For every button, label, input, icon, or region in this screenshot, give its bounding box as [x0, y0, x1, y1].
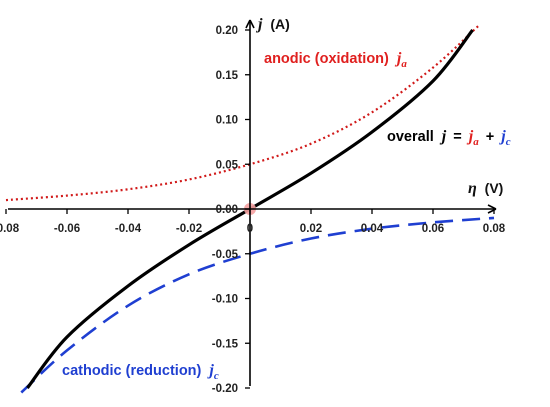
y-axis-arrow [245, 19, 255, 29]
y-axis-unit: (A) [270, 16, 289, 32]
y-tick-label: 0.15 [216, 70, 239, 82]
x-tick-label: 0.02 [300, 223, 322, 235]
tick-labels: -0.08 -0.06 -0.04 -0.02 0 0.02 0.04 0.06 0.08 0.2… [0, 25, 506, 395]
anodic-label: anodic (oxidation) [264, 51, 389, 67]
anodic-subscript: a [401, 58, 407, 70]
cathodic-curve [20, 216, 495, 394]
x-tick-label: 0.08 [483, 223, 506, 235]
x-tick-label: -0.02 [176, 223, 202, 235]
overall-annotation: overall j = ja + jc [387, 128, 511, 149]
x-axis-title: η (V) [468, 180, 503, 197]
x-tick-label: -0.08 [0, 223, 20, 235]
y-tick-label: 0.00 [216, 204, 238, 216]
overall-term-jc-symbol: j [498, 128, 506, 145]
x-axis-arrow [487, 204, 497, 214]
axes [5, 19, 497, 389]
x-tick-label: -0.06 [54, 223, 80, 235]
cathodic-symbol: j [206, 362, 214, 379]
x-tick-label: 0.04 [361, 223, 384, 235]
y-tick-label: 0.20 [216, 25, 238, 37]
overall-equals: = [453, 129, 461, 145]
y-tick-label: -0.20 [212, 383, 238, 395]
y-tick-label: 0.05 [216, 159, 239, 171]
y-axis-title: j (A) [255, 16, 290, 33]
overall-term-jc-subscript: c [506, 136, 511, 148]
x-tick-label: -0.04 [115, 223, 142, 235]
overall-term-ja-symbol: j [466, 128, 474, 145]
y-axis-symbol: j [255, 16, 263, 33]
y-tick-label: -0.05 [212, 249, 239, 261]
cathodic-subscript: c [214, 370, 219, 382]
overall-symbol: j [439, 128, 447, 145]
overall-plus: + [486, 129, 494, 145]
x-tick-label: 0 [247, 223, 253, 235]
x-axis-unit: (V) [485, 180, 504, 196]
y-tick-label: 0.10 [216, 115, 238, 127]
anodic-curve [5, 24, 480, 202]
cathodic-annotation: cathodic (reduction) jc [62, 362, 219, 382]
y-tick-label: -0.15 [212, 338, 239, 350]
x-tick-label: 0.06 [422, 223, 444, 235]
overall-label: overall [387, 129, 434, 145]
anodic-annotation: anodic (oxidation) ja [264, 50, 407, 70]
x-axis-symbol: η [468, 180, 477, 197]
y-tick-label: -0.10 [212, 294, 238, 306]
anodic-symbol: j [394, 50, 402, 67]
cathodic-label: cathodic (reduction) [62, 363, 202, 379]
overall-term-ja-subscript: a [473, 136, 479, 148]
